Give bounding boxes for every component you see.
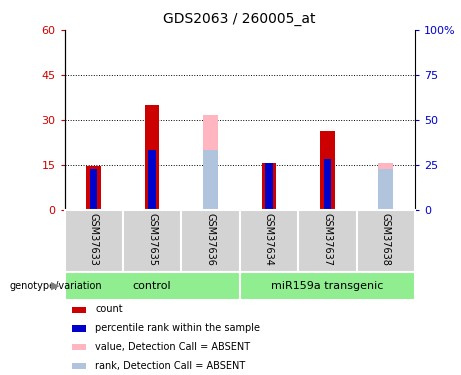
Bar bbox=[240, 272, 415, 300]
Bar bbox=[240, 210, 298, 272]
Text: count: count bbox=[95, 304, 123, 314]
Bar bbox=[148, 150, 156, 210]
Bar bbox=[261, 164, 276, 210]
Text: genotype/variation: genotype/variation bbox=[9, 281, 102, 291]
Text: value, Detection Call = ABSENT: value, Detection Call = ABSENT bbox=[95, 342, 250, 352]
Bar bbox=[203, 150, 218, 210]
Bar bbox=[65, 210, 123, 272]
Bar bbox=[324, 159, 331, 210]
Bar bbox=[90, 170, 97, 210]
Text: GSM37634: GSM37634 bbox=[264, 213, 274, 266]
Bar bbox=[356, 210, 415, 272]
Bar bbox=[65, 272, 240, 300]
Text: GSM37635: GSM37635 bbox=[147, 213, 157, 266]
Bar bbox=[71, 326, 86, 332]
Bar bbox=[71, 307, 86, 313]
Bar bbox=[203, 116, 218, 210]
Title: GDS2063 / 260005_at: GDS2063 / 260005_at bbox=[164, 12, 316, 26]
Text: GSM37633: GSM37633 bbox=[89, 213, 99, 266]
Bar bbox=[378, 170, 393, 210]
Bar bbox=[378, 164, 393, 210]
Bar bbox=[320, 130, 335, 210]
Bar bbox=[123, 210, 181, 272]
Text: rank, Detection Call = ABSENT: rank, Detection Call = ABSENT bbox=[95, 361, 245, 370]
Text: percentile rank within the sample: percentile rank within the sample bbox=[95, 323, 260, 333]
Bar bbox=[71, 344, 86, 351]
Bar bbox=[145, 105, 160, 210]
Bar bbox=[71, 363, 86, 369]
Text: GSM37636: GSM37636 bbox=[206, 213, 216, 266]
Text: miR159a transgenic: miR159a transgenic bbox=[271, 281, 384, 291]
Bar bbox=[87, 166, 101, 210]
Text: GSM37638: GSM37638 bbox=[381, 213, 391, 266]
Text: GSM37637: GSM37637 bbox=[322, 213, 332, 266]
Bar bbox=[265, 164, 272, 210]
Bar bbox=[181, 210, 240, 272]
Text: control: control bbox=[133, 281, 171, 291]
Bar bbox=[298, 210, 356, 272]
Text: ▶: ▶ bbox=[52, 281, 60, 291]
